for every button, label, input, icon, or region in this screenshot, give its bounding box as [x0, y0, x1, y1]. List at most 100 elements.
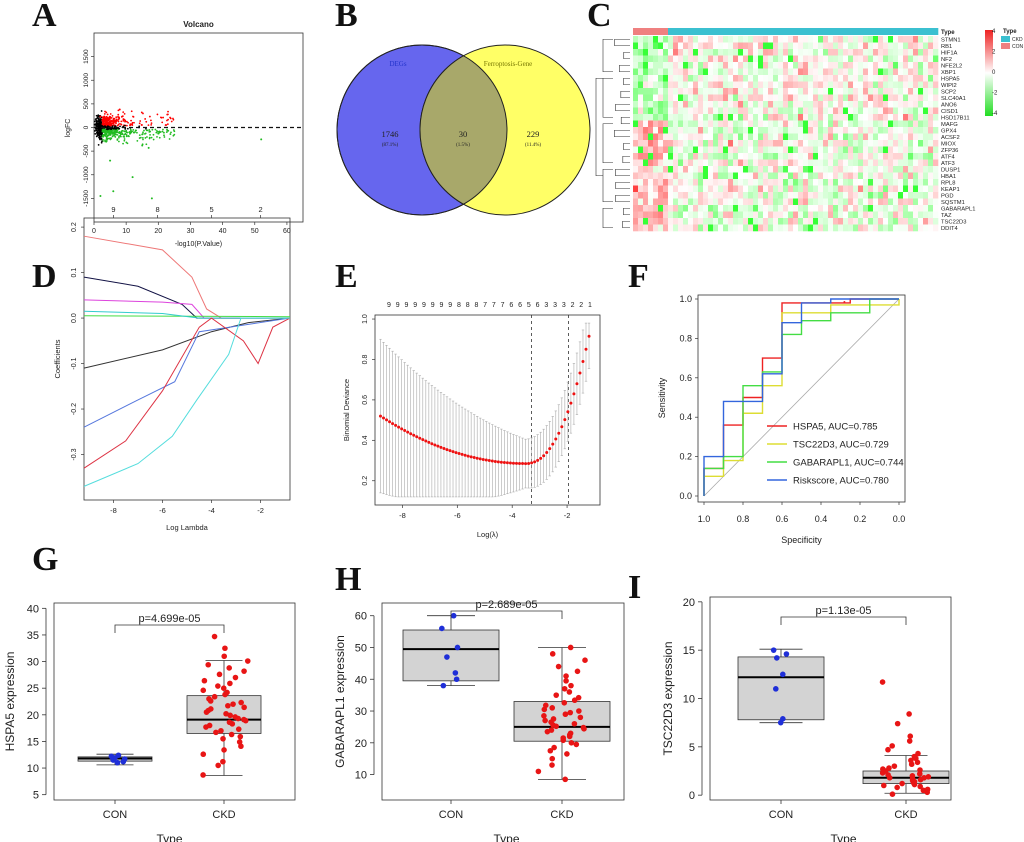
volcano-point: [148, 137, 151, 140]
heatmap-cell: [663, 211, 669, 219]
heatmap-cell: [928, 49, 934, 56]
heatmap-cell: [828, 153, 834, 160]
heatmap-cell: [723, 218, 729, 225]
heatmap-cell: [653, 153, 659, 160]
type-bar-cell: [858, 28, 864, 35]
heatmap-cell: [678, 166, 684, 173]
y-axis-label: logFC: [65, 119, 72, 138]
heatmap-cell: [848, 88, 854, 95]
heatmap-cell: [908, 75, 914, 82]
heatmap-cell: [918, 133, 924, 141]
heatmap-cell: [693, 166, 699, 173]
heatmap-cell: [838, 185, 844, 193]
heatmap-cell: [893, 107, 899, 115]
type-bar-cell: [918, 28, 924, 35]
heatmap-cell: [903, 120, 909, 128]
heatmap-cell: [893, 211, 899, 219]
heatmap-cell: [643, 211, 649, 219]
heatmap-cell: [673, 75, 679, 82]
heatmap-cell: [858, 159, 864, 167]
heatmap-cell: [673, 198, 679, 206]
heatmap-cell: [783, 127, 789, 134]
heatmap-cell: [843, 68, 849, 76]
heatmap-cell: [648, 185, 654, 193]
heatmap-cell: [893, 198, 899, 206]
heatmap-cell: [923, 120, 929, 128]
venn-outline: [336, 44, 508, 216]
heatmap-cell: [883, 68, 889, 76]
heatmap-cell: [833, 101, 839, 108]
heatmap-cell: [863, 185, 869, 193]
heatmap-cell: [663, 120, 669, 128]
heatmap-cell: [643, 146, 649, 154]
heatmap-cell: [663, 192, 669, 199]
heatmap-cell: [648, 94, 654, 102]
heatmap-cell: [863, 140, 869, 147]
heatmap-cell: [708, 185, 714, 193]
heatmap-cell: [868, 55, 874, 63]
box: [513, 701, 611, 742]
heatmap-cell: [908, 49, 914, 56]
volcano-point: [172, 129, 175, 131]
heatmap-cell: [913, 107, 919, 115]
heatmap-cell: [698, 198, 704, 206]
heatmap-cell: [778, 185, 784, 193]
heatmap-cell: [783, 198, 789, 206]
deviance-point: [442, 446, 446, 450]
heatmap-cell: [643, 127, 649, 134]
heatmap-cell: [733, 172, 739, 180]
heatmap-cell: [818, 146, 824, 154]
heatmap-cell: [693, 75, 699, 82]
heatmap-cell: [768, 146, 774, 154]
heatmap-cell: [933, 88, 939, 95]
heatmap-cell: [693, 68, 699, 76]
volcano-point: [144, 132, 147, 135]
heatmap-cell: [653, 101, 659, 108]
data-point: [567, 709, 574, 716]
heatmap-cell: [743, 224, 749, 232]
heatmap-cell: [763, 198, 769, 206]
heatmap-cell: [643, 107, 649, 115]
data-point: [560, 735, 567, 741]
data-point: [879, 679, 886, 685]
heatmap-cell: [668, 75, 674, 82]
heatmap-cell: [913, 133, 919, 141]
heatmap-cell: [913, 140, 919, 147]
heatmap-cell: [778, 218, 784, 225]
diagonal-line: [703, 298, 900, 497]
heatmap-cell: [753, 81, 759, 89]
heatmap-cell: [853, 140, 859, 147]
heatmap-cell: [803, 68, 809, 76]
heatmap-cell: [653, 49, 659, 56]
heatmap-cell: [718, 81, 724, 89]
heatmap-cell: [773, 114, 779, 121]
heatmap-cell: [813, 55, 819, 63]
heatmap-cell: [703, 205, 709, 212]
heatmap-cell: [863, 166, 869, 173]
heatmap-cell: [698, 224, 704, 232]
heatmap-cell: [698, 140, 704, 147]
heatmap-cell: [898, 198, 904, 206]
heatmap-cell: [673, 107, 679, 115]
volcano-point: [123, 133, 126, 136]
heatmap-cell: [703, 55, 709, 63]
heatmap-cell: [638, 211, 644, 219]
heatmap-cell: [683, 127, 689, 134]
heatmap-cell: [653, 179, 659, 186]
heatmap-cell: [808, 107, 814, 115]
volcano-point: [97, 143, 100, 146]
heatmap-cell: [888, 153, 894, 160]
heatmap-cell: [833, 224, 839, 232]
heatmap-cell: [728, 127, 734, 134]
data-point: [223, 710, 229, 717]
heatmap-cell: [933, 224, 939, 232]
heatmap-cell: [673, 179, 679, 186]
heatmap-cell: [748, 75, 754, 82]
data-point: [915, 750, 921, 757]
heatmap-cell: [648, 36, 654, 43]
heatmap-cell: [823, 172, 829, 180]
y-tick-label: 20: [355, 738, 367, 750]
data-point: [907, 733, 914, 739]
volcano-point: [169, 117, 172, 120]
volcano-point: [98, 128, 101, 130]
